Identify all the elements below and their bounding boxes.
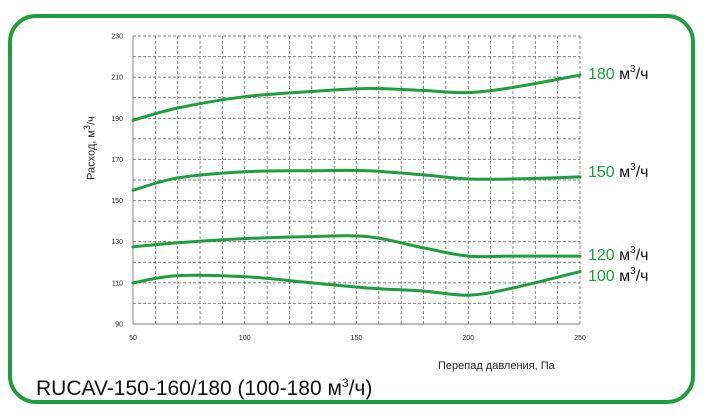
chart-frame — [8, 14, 695, 404]
x-tick-label: 200 — [462, 335, 474, 342]
series-label-120: 120 м3/ч — [588, 245, 649, 264]
series-line-180 — [131, 73, 582, 122]
series-line-150 — [131, 168, 582, 192]
y-tick-label: 210 — [111, 75, 123, 82]
series-label-150: 150 м3/ч — [588, 162, 649, 181]
series-lines — [131, 73, 582, 297]
x-tick-label: 150 — [351, 335, 363, 342]
x-tick-label: 100 — [239, 335, 251, 342]
y-tick-label: 90 — [115, 322, 123, 329]
chart-title: RUCAV-150-160/180 (100-180 м3/ч) — [36, 376, 373, 400]
series-label-180: 180 м3/ч — [588, 64, 649, 83]
series-line-100 — [131, 270, 582, 297]
y-tick-label: 230 — [111, 34, 123, 41]
x-tick-label: 250 — [574, 335, 586, 342]
y-axis-label: Расход, м3/ч — [82, 116, 98, 180]
y-tick-label: 130 — [111, 239, 123, 246]
series-label-100: 100 м3/ч — [588, 266, 649, 285]
y-tick-label: 110 — [112, 280, 123, 287]
y-tick-label: 170 — [111, 157, 123, 164]
x-axis-label: Перепад давления, Па — [438, 360, 555, 372]
tick-labels: 50 100 150 200 250 90 110 130 150 170 190 210 230 — [111, 34, 586, 343]
x-tick-label: 50 — [129, 335, 137, 342]
y-tick-label: 150 — [111, 198, 123, 205]
y-tick-label: 190 — [111, 116, 123, 123]
series-line-120 — [131, 234, 582, 259]
